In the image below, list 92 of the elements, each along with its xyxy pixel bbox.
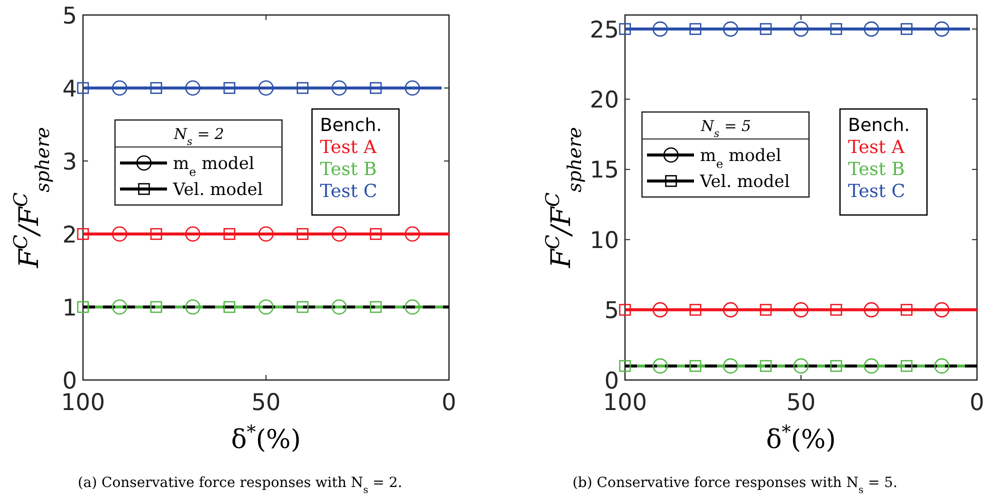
point xyxy=(112,299,128,315)
point xyxy=(77,228,89,240)
point xyxy=(404,80,420,96)
point xyxy=(864,21,880,37)
point xyxy=(900,360,912,372)
point xyxy=(185,80,200,96)
point xyxy=(224,82,236,94)
point xyxy=(77,82,89,94)
point xyxy=(185,226,200,242)
point xyxy=(296,301,308,313)
point xyxy=(652,21,668,37)
point xyxy=(830,360,842,372)
y-tick-label: 5 xyxy=(604,298,619,324)
text: (a) Conservative force responses with N$_{s}$ = 2. xyxy=(78,475,402,496)
annotation: N$_{s}$ = 5 xyxy=(700,117,752,140)
point xyxy=(185,299,200,315)
annotation: Vel. model xyxy=(699,172,790,192)
annotation: N$_{s}$ = 2 xyxy=(172,125,224,148)
point xyxy=(332,226,347,242)
x-tick-label: 50 xyxy=(251,390,281,416)
point xyxy=(934,21,950,37)
point xyxy=(112,80,128,96)
point xyxy=(934,302,950,318)
text: Test A xyxy=(848,137,906,158)
point xyxy=(830,304,842,316)
point xyxy=(258,226,274,242)
annotation: m$_{e}$ model xyxy=(173,154,254,180)
point xyxy=(370,228,382,240)
text: (b) Conservative force responses with N$_{s}$ = 5. xyxy=(572,475,898,496)
point xyxy=(900,23,912,35)
point xyxy=(150,228,162,240)
y-tick-label: 25 xyxy=(590,17,619,44)
y-tick-label: 10 xyxy=(590,228,619,254)
text: Test B xyxy=(848,159,905,180)
point xyxy=(864,302,880,318)
point xyxy=(224,301,236,313)
point xyxy=(864,358,880,374)
text: Bench. xyxy=(848,115,910,136)
point xyxy=(150,82,162,94)
annotation: m$_{e}$ model xyxy=(700,146,782,172)
point xyxy=(332,299,347,315)
point xyxy=(793,21,809,37)
point xyxy=(760,304,772,316)
y-tick-label: 20 xyxy=(590,88,619,114)
point xyxy=(150,301,162,313)
point xyxy=(793,302,809,318)
point xyxy=(224,228,236,240)
x-axis-title: δ$^{*}$(%) xyxy=(231,422,301,455)
point xyxy=(722,358,738,374)
point xyxy=(112,226,128,242)
point xyxy=(619,360,631,372)
y-tick-label: 15 xyxy=(590,158,619,184)
y-tick-label: 3 xyxy=(62,149,77,176)
point xyxy=(332,80,347,96)
annotation: Vel. model xyxy=(172,180,263,200)
point xyxy=(760,23,772,35)
text: Test C xyxy=(848,181,906,202)
point xyxy=(830,23,842,35)
point xyxy=(370,301,382,313)
y-tick-label: 2 xyxy=(62,222,77,248)
point xyxy=(404,299,420,315)
point xyxy=(619,304,631,316)
point xyxy=(619,23,631,35)
x-tick-label: 0 xyxy=(442,390,456,416)
y-tick-label: 5 xyxy=(62,3,77,30)
point xyxy=(760,360,772,372)
point xyxy=(77,301,89,313)
point xyxy=(900,304,912,316)
point xyxy=(404,226,420,242)
point xyxy=(370,82,382,94)
text: Test C xyxy=(320,181,378,202)
point xyxy=(722,21,738,37)
text: Test B xyxy=(320,159,377,180)
point xyxy=(690,304,702,316)
point xyxy=(652,302,668,318)
point xyxy=(652,358,668,374)
point xyxy=(793,358,809,374)
point xyxy=(296,228,308,240)
x-tick-label: 50 xyxy=(786,390,816,416)
text: Bench. xyxy=(320,115,382,136)
point xyxy=(296,82,308,94)
point xyxy=(934,358,950,374)
y-tick-label: 1 xyxy=(62,295,77,322)
x-tick-label: 0 xyxy=(970,390,984,416)
point xyxy=(690,360,702,372)
point xyxy=(258,80,274,96)
point xyxy=(258,299,274,315)
x-axis-title: δ$^{*}$(%) xyxy=(766,422,836,455)
point xyxy=(722,302,738,318)
text: Test A xyxy=(320,137,378,158)
y-tick-label: 4 xyxy=(62,76,77,102)
point xyxy=(690,23,702,35)
